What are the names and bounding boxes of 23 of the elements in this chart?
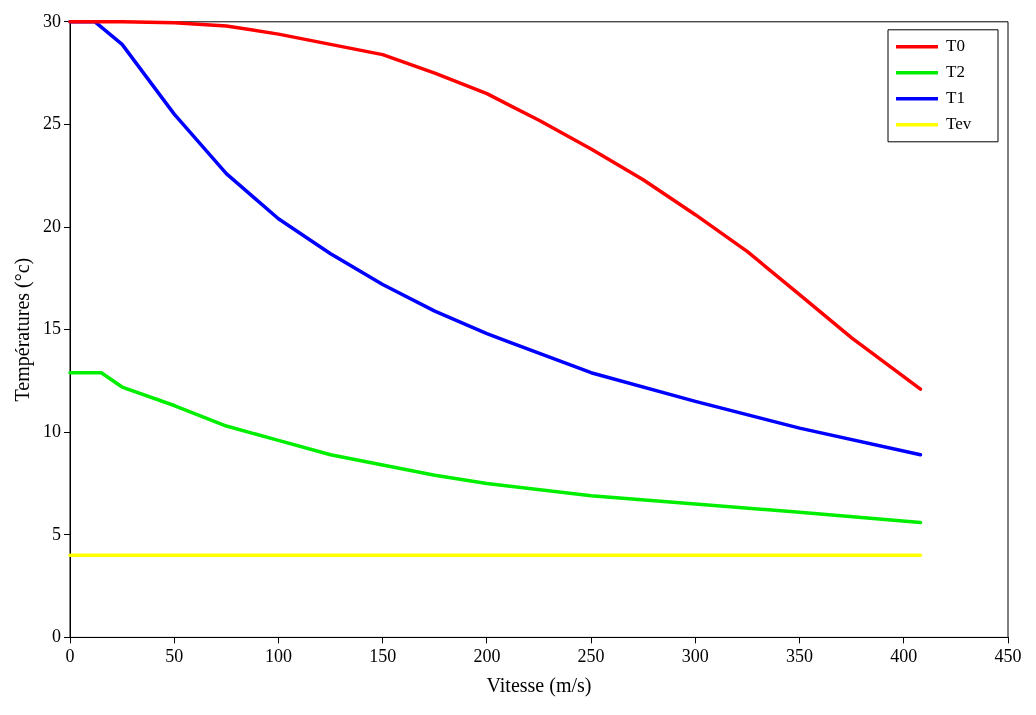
- x-tick-label: 100: [264, 645, 292, 666]
- x-tick-label: 200: [473, 645, 501, 666]
- y-tick-label: 5: [52, 523, 61, 544]
- legend-label: T0: [946, 36, 965, 56]
- legend-label: T2: [946, 62, 965, 82]
- x-tick-label: 350: [786, 645, 814, 666]
- y-tick-label: 10: [43, 420, 61, 441]
- y-tick-label: 15: [43, 318, 61, 339]
- x-axis-title: Vitesse (m/s): [486, 674, 592, 698]
- x-tick-label: 300: [681, 645, 709, 666]
- y-tick-label: 0: [52, 626, 61, 647]
- y-tick-label: 30: [43, 10, 61, 31]
- x-tick-label: 50: [165, 645, 184, 666]
- legend-label: Tev: [946, 114, 972, 134]
- x-tick-label: 0: [65, 645, 75, 666]
- y-tick-label: 20: [43, 215, 61, 236]
- y-tick-label: 25: [43, 113, 61, 134]
- y-axis-title: Températures (°c): [11, 257, 35, 402]
- x-tick-label: 400: [890, 645, 918, 666]
- legend-label: T1: [946, 88, 965, 108]
- x-tick-label: 150: [369, 645, 397, 666]
- x-tick-label: 250: [577, 645, 605, 666]
- x-tick-label: 450: [994, 645, 1022, 666]
